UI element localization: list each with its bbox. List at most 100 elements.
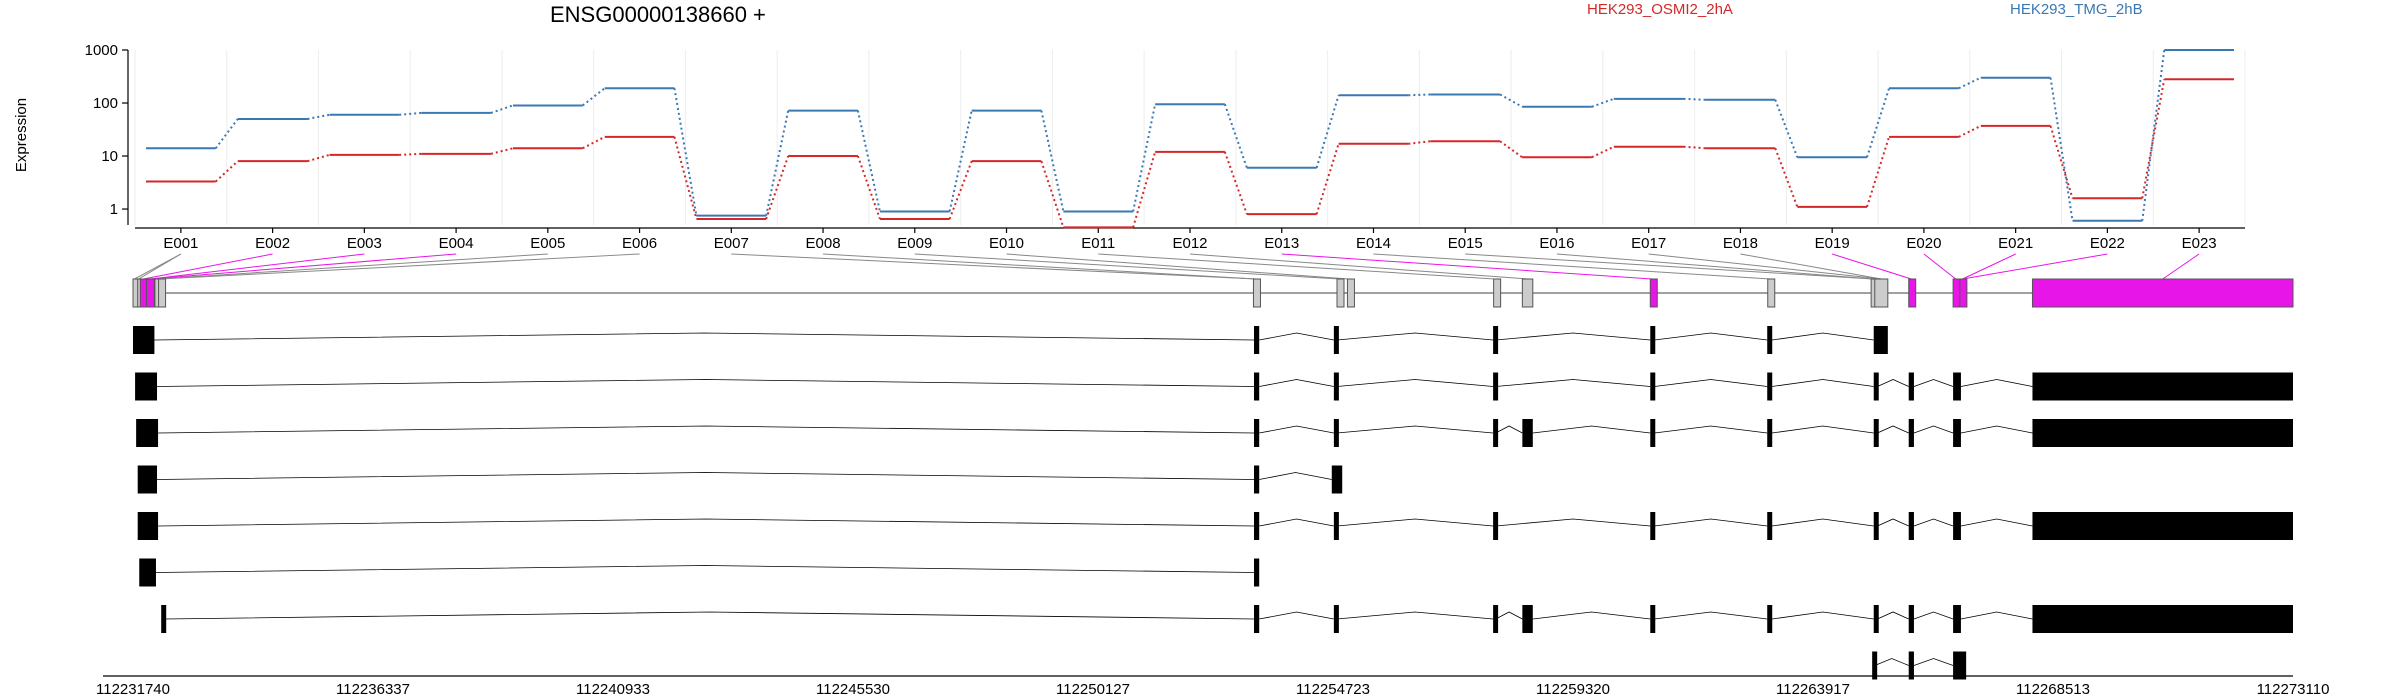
transcript-exon [136,419,159,447]
connector [1223,103,1248,169]
transcript-exon [1953,605,1961,633]
transcript-exon [1650,512,1656,540]
transcript-track [161,605,2293,633]
significant-exon [146,278,155,308]
transcript-exon [1873,326,1888,354]
genomic-tick-label: 112273110 [2257,681,2330,698]
exon-label: E017 [1631,235,1666,252]
transcript-exon [1650,372,1656,401]
exon-mapping-line [1556,253,1873,280]
transcript-exon [1650,326,1656,354]
exon-mapping-line [823,253,1257,280]
exon-label: E011 [1081,235,1115,252]
transcript-track [133,326,1888,354]
connector [215,160,239,183]
connector [765,155,790,220]
exon-label: E013 [1264,235,1299,252]
transcript-exon [1873,419,1879,447]
connector [399,111,422,116]
connector [948,110,973,212]
intron-line [1960,425,2033,434]
genomic-tick-label: 112231740 [96,681,170,698]
connector [1132,151,1157,228]
intron-line [1877,611,1909,620]
intron-line [1877,425,1909,434]
exon-mapping-line [1832,253,1912,280]
transcript-exon [1493,605,1499,633]
genomic-tick-label: 112263917 [1776,681,1850,698]
connector [490,147,514,155]
connector [214,118,239,149]
intron-line [1495,379,1651,387]
connector [1958,76,1982,90]
transcript-exon [1493,419,1499,447]
exon-part [1521,278,1534,308]
expression-lines [146,49,2234,229]
transcript-exon [1767,372,1773,401]
connector [2141,79,2166,199]
exon-label: E021 [1998,235,2033,252]
transcript-exon [2032,419,2293,447]
connector [856,110,881,212]
intron-line [1259,472,1332,480]
intron-line [1495,611,1523,620]
connector [856,155,881,220]
intron-line [157,472,1254,480]
transcript-exon [1650,419,1656,447]
connector [490,104,514,114]
y-tick-label: 1 [110,201,118,218]
transcript-exon [1253,465,1260,494]
legend-series-2: HEK293_TMG_2hB [2010,1,2143,18]
genomic-tick-label: 112259320 [1536,681,1610,698]
intron-line [158,518,1254,527]
intron-line [1654,425,1768,434]
intron-line [1913,611,1954,620]
exon-part [158,278,167,308]
transcript-exon [1953,372,1961,401]
exon-mapping-line [2162,253,2200,280]
connector [1683,97,1706,101]
intron-line [1874,658,1909,666]
significant-exon [2031,278,2294,308]
intron-line [1960,611,2033,620]
genomic-tick-label: 112254723 [1296,681,1370,698]
intron-line [154,332,1254,341]
transcript-exon [1253,419,1260,447]
x-axis-exons: E001 E002 E003 E004 E005 E006 E007 E008 E009 E010… [135,227,2245,252]
intron-line [1913,658,1954,666]
genomic-tick-label: 112240933 [576,681,650,698]
exon-mapping-line [1373,253,1771,280]
transcript-exon [1873,605,1879,633]
connector [1866,87,1891,158]
exon-label: E014 [1356,235,1391,252]
transcript-track [135,372,2293,401]
intron-line [1877,379,1909,387]
intron-line [1771,379,1874,387]
transcript-exon [1253,558,1260,587]
transcript-exon [161,605,167,633]
transcript-exon [1872,651,1878,680]
transcript-exon [1253,512,1260,540]
transcript-exon [1522,605,1533,633]
transcript-exon [137,465,158,494]
intron-line [1336,425,1494,434]
transcript-exon [1333,512,1339,540]
exon-part [1336,278,1345,308]
transcript-exon [1767,605,1773,633]
connector [1774,147,1799,208]
exon-mapping-line [731,253,1257,280]
transcript-exon [1908,605,1914,633]
exon-mapping-line [156,253,548,280]
exon-part [1252,278,1261,308]
transcript-exon [2032,605,2293,633]
connector [1040,160,1065,228]
intron-line [1495,425,1523,434]
intron-line [155,565,1254,573]
transcript-exon [2032,372,2293,401]
exon-mapping-line [150,253,365,280]
transcript-exon [1908,372,1914,401]
connector [1132,103,1157,212]
intron-line [158,425,1254,434]
transcript-exon [1522,419,1533,447]
